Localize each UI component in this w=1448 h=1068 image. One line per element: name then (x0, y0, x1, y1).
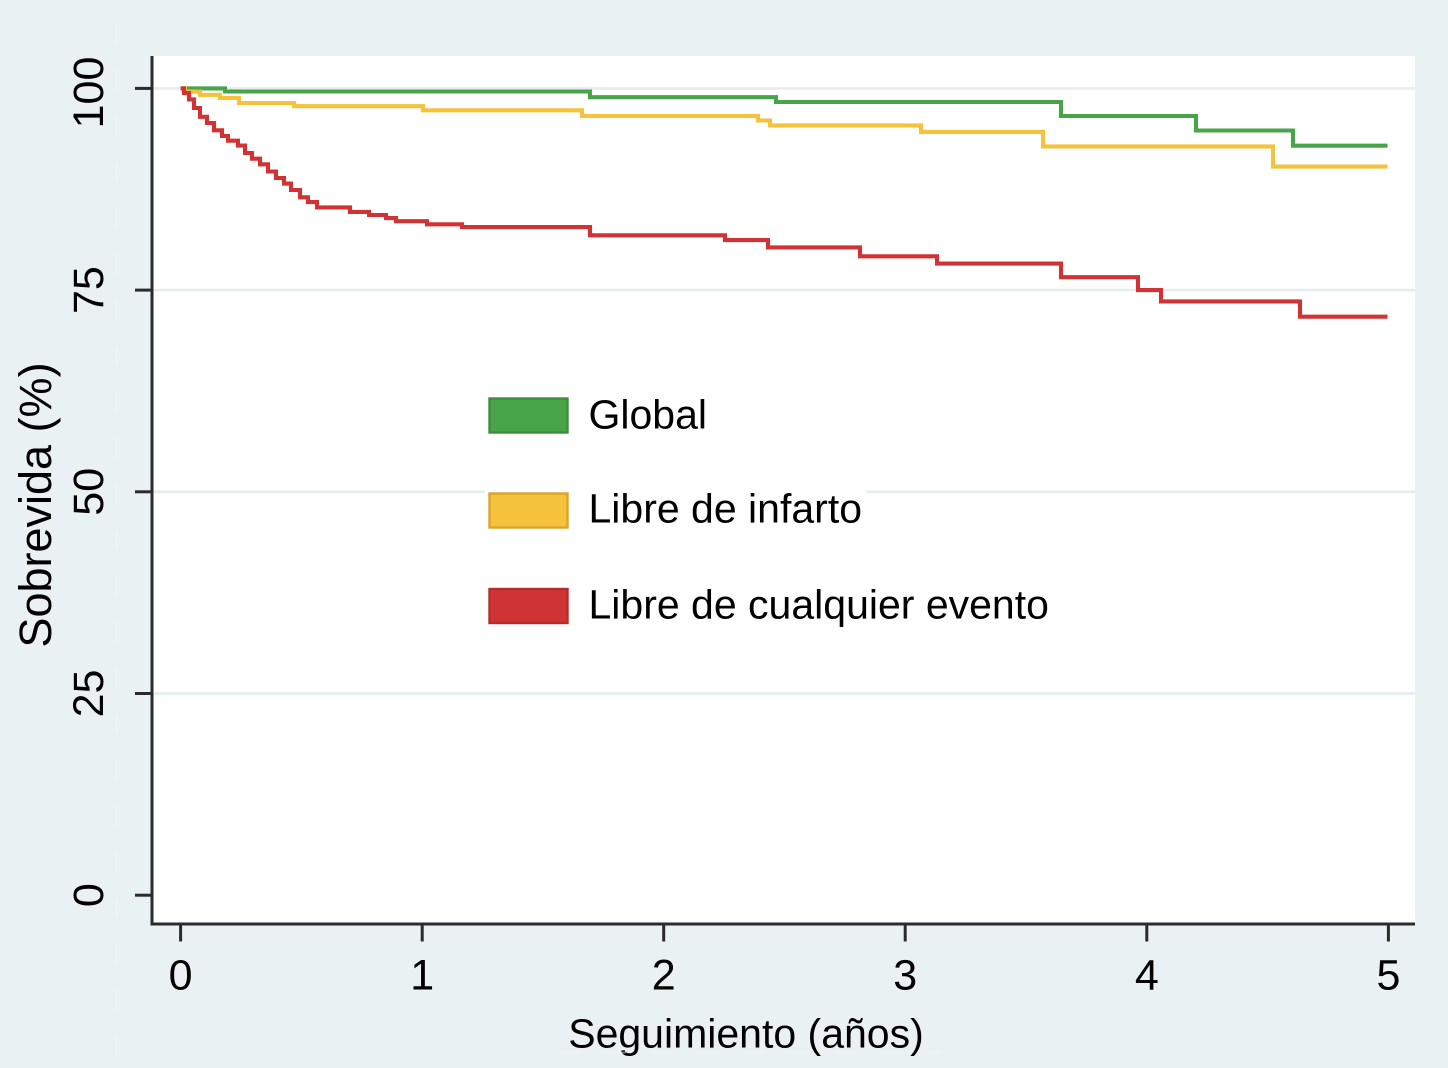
svg-text:Sobrevida (%): Sobrevida (%) (10, 362, 61, 647)
svg-text:0: 0 (169, 952, 193, 1000)
svg-text:1: 1 (410, 952, 434, 1000)
svg-text:50: 50 (65, 468, 113, 516)
svg-text:5: 5 (1376, 952, 1400, 1000)
svg-text:25: 25 (65, 670, 113, 718)
svg-text:2: 2 (652, 952, 676, 1000)
svg-text:100: 100 (65, 57, 113, 129)
svg-text:Global: Global (589, 392, 708, 438)
svg-text:Libre de cualquier evento: Libre de cualquier evento (589, 582, 1049, 628)
svg-text:4: 4 (1135, 952, 1159, 1000)
svg-text:Libre de infarto: Libre de infarto (589, 486, 863, 532)
svg-text:0: 0 (65, 883, 113, 907)
svg-text:Seguimiento (años): Seguimiento (años) (568, 1011, 924, 1057)
svg-text:3: 3 (893, 952, 917, 1000)
svg-text:75: 75 (65, 266, 113, 314)
